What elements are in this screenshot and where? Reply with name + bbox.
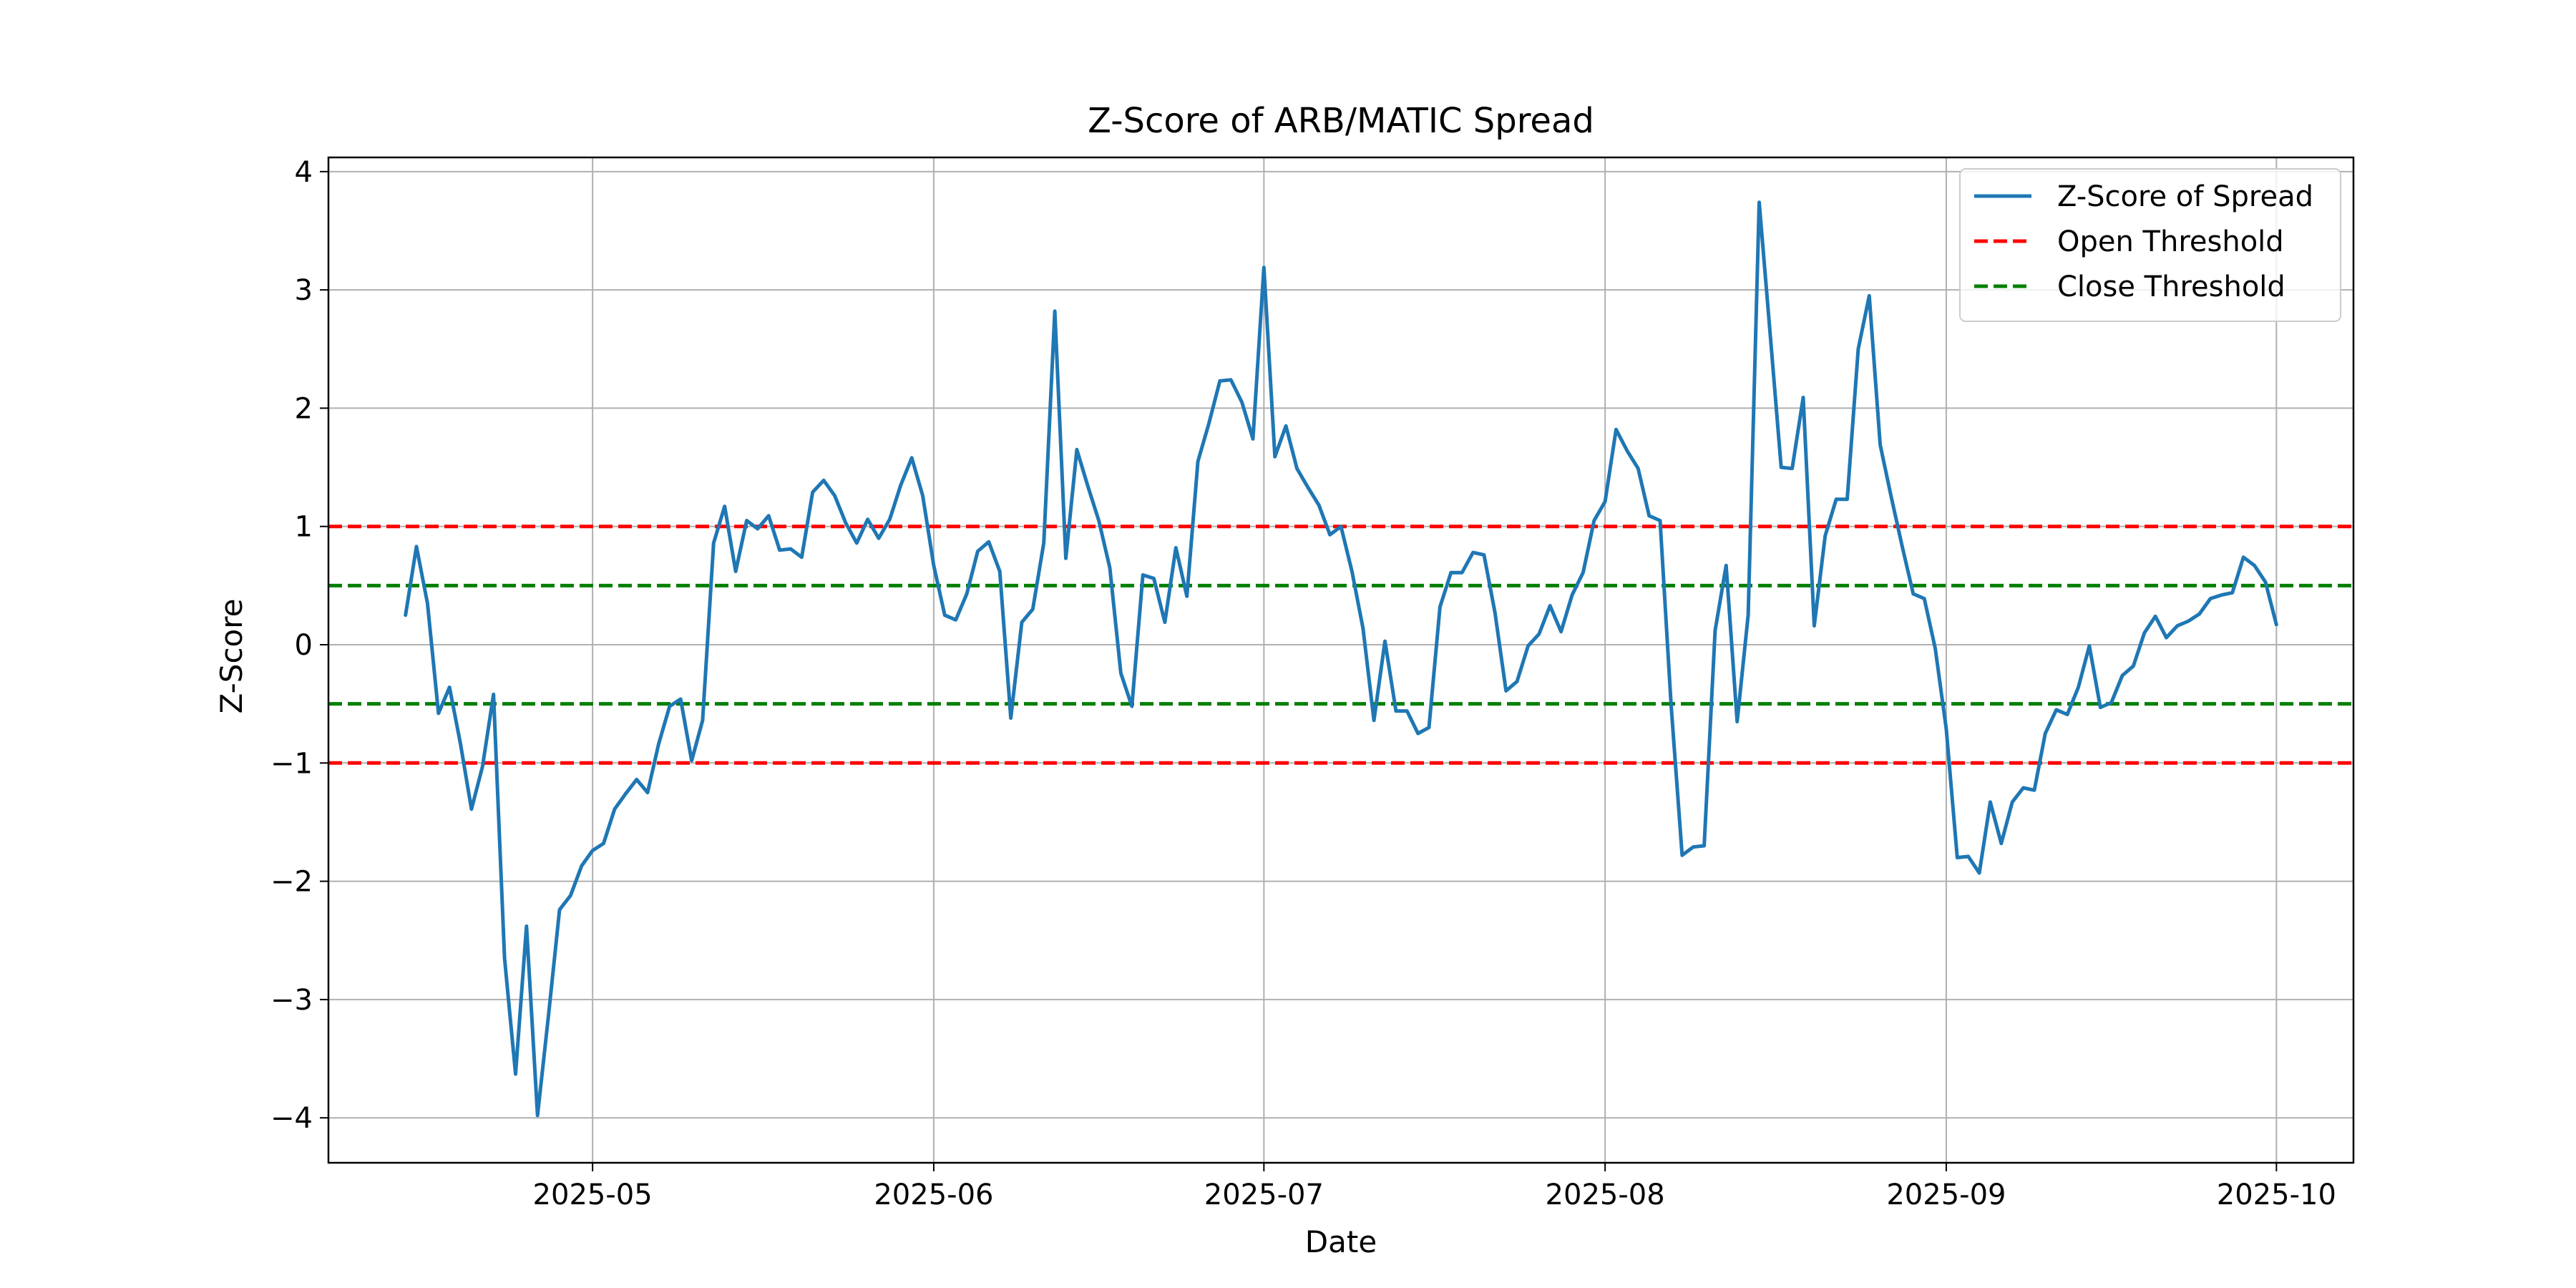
legend: Z-Score of Spread Open Threshold Close Thr… bbox=[1959, 168, 2341, 322]
plot-frame bbox=[327, 156, 2355, 1164]
chart-title: Z-Score of ARB/MATIC Spread bbox=[1088, 101, 1594, 141]
y-tick-label: 2 bbox=[295, 392, 313, 425]
x-tick-label: 2025-06 bbox=[874, 1179, 993, 1211]
axis-ticks: 2025-05 2025-06 2025-07 2025-08 2025-09 2025-… bbox=[270, 156, 2336, 1211]
legend-label: Z-Score of Spread bbox=[2057, 180, 2313, 213]
y-tick-label: −2 bbox=[270, 866, 313, 899]
legend-label: Open Threshold bbox=[2057, 225, 2284, 258]
series-lines bbox=[404, 200, 2278, 1118]
y-tick-label: −4 bbox=[270, 1102, 313, 1135]
legend-box bbox=[1959, 168, 2341, 322]
legend-label: Close Threshold bbox=[2057, 270, 2285, 303]
y-tick-label: −1 bbox=[270, 747, 313, 780]
y-axis-label: Z-Score bbox=[214, 599, 249, 714]
x-tick-label: 2025-08 bbox=[1546, 1179, 1665, 1211]
x-tick-label: 2025-07 bbox=[1204, 1179, 1324, 1211]
x-tick-label: 2025-10 bbox=[2217, 1179, 2336, 1211]
y-tick-label: 1 bbox=[295, 511, 313, 544]
x-axis-label: Date bbox=[1305, 1224, 1377, 1259]
y-tick-label: 4 bbox=[295, 156, 313, 189]
threshold-lines bbox=[328, 525, 2353, 765]
y-tick-label: 3 bbox=[295, 274, 313, 307]
x-tick-label: 2025-09 bbox=[1886, 1179, 2006, 1211]
y-tick-label: 0 bbox=[295, 629, 313, 662]
x-tick-label: 2025-05 bbox=[533, 1179, 653, 1211]
series-line bbox=[404, 200, 2278, 1118]
y-tick-label: −3 bbox=[270, 984, 313, 1017]
